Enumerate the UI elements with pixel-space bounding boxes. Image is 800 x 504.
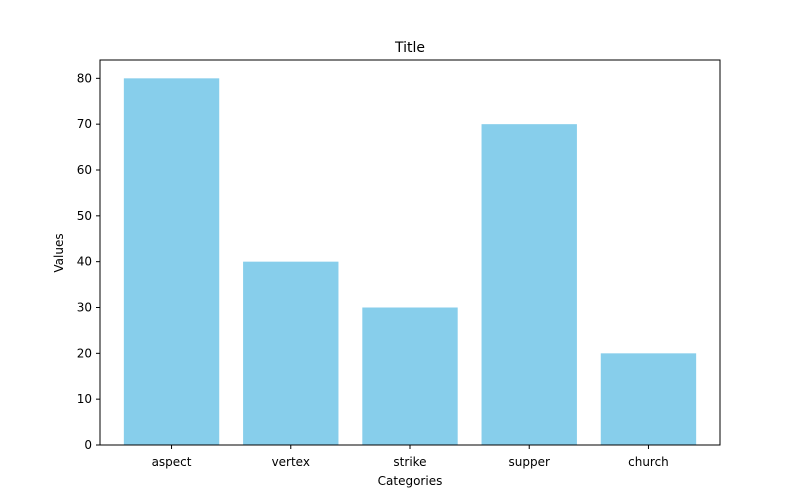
bar-vertex [243,261,339,445]
x-tick-label-vertex: vertex [272,455,310,469]
bar-aspect [123,78,220,445]
bar-strike [362,307,458,445]
x-tick-label-strike: strike [393,455,426,469]
y-tick-label-10: 10 [77,392,92,406]
y-tick-label-80: 80 [77,71,92,85]
y-tick-label-60: 60 [77,163,92,177]
y-axis: 0 10 20 30 40 50 60 70 80 [77,71,100,452]
x-axis: aspect vertex strike supper church [152,445,669,469]
y-axis-label: Values [52,233,66,272]
y-tick-label-0: 0 [84,438,92,452]
chart-title: Title [394,40,425,56]
y-tick-label-40: 40 [77,255,92,269]
x-tick-label-church: church [628,455,669,469]
x-tick-label-aspect: aspect [152,455,192,469]
bar-church [600,353,697,445]
x-tick-label-supper: supper [509,455,550,469]
x-axis-label: Categories [378,474,443,488]
plot-frame [99,59,721,446]
y-tick-label-70: 70 [77,117,92,131]
bar-supper [481,124,577,446]
y-tick-label-50: 50 [77,209,92,223]
bars-group [123,78,697,446]
y-tick-label-20: 20 [77,346,92,360]
y-tick-label-30: 30 [77,301,92,315]
